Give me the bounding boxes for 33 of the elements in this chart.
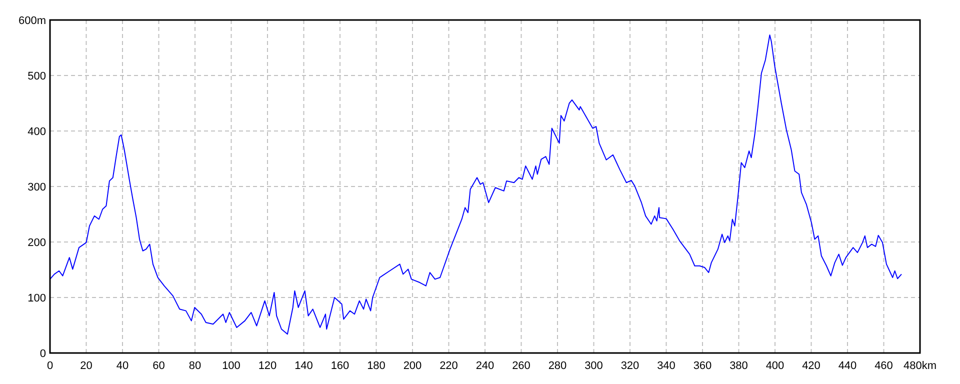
x-tick-label: 260 bbox=[512, 360, 530, 372]
x-tick-label: 80 bbox=[188, 360, 202, 372]
x-tick-label: 0 bbox=[46, 360, 54, 372]
x-tick-label: 60 bbox=[152, 360, 165, 372]
x-tick-label: 40 bbox=[116, 360, 129, 372]
x-tick-label: 460 bbox=[874, 360, 893, 372]
x-tick-label: 140 bbox=[294, 360, 313, 372]
x-tick-label: 420 bbox=[802, 360, 820, 372]
x-tick-label: 160 bbox=[330, 360, 350, 372]
x-tick-label: 360 bbox=[693, 360, 712, 372]
y-tick-label: 100 bbox=[28, 292, 46, 304]
x-tick-label: 100 bbox=[222, 360, 240, 372]
x-tick-label: 180 bbox=[367, 360, 386, 372]
x-tick-label: 220 bbox=[440, 360, 458, 372]
x-tick-label: 240 bbox=[476, 360, 494, 372]
line-series bbox=[50, 34, 902, 335]
x-tick-label: 200 bbox=[403, 360, 422, 372]
y-tick-label: 0 bbox=[40, 348, 46, 360]
x-tick-label: 280 bbox=[548, 360, 567, 372]
x-tick-label: 20 bbox=[80, 360, 92, 372]
y-tick-label: 500 bbox=[28, 70, 46, 82]
x-tick-label: 340 bbox=[657, 360, 676, 372]
x-tick-label: 120 bbox=[258, 360, 277, 372]
y-tick-label: 200 bbox=[28, 237, 46, 249]
x-tick-label: 480km bbox=[903, 360, 937, 372]
x-tick-label: 300 bbox=[584, 360, 603, 372]
x-tick-label: 320 bbox=[620, 360, 640, 372]
y-tick-label: 600m bbox=[18, 15, 46, 27]
y-tick-label: 300 bbox=[28, 182, 46, 194]
y-tick-label: 400 bbox=[28, 126, 46, 138]
x-tick-label: 440 bbox=[838, 360, 857, 372]
x-tick-label: 400 bbox=[766, 360, 784, 372]
x-tick-label: 380 bbox=[730, 360, 748, 372]
